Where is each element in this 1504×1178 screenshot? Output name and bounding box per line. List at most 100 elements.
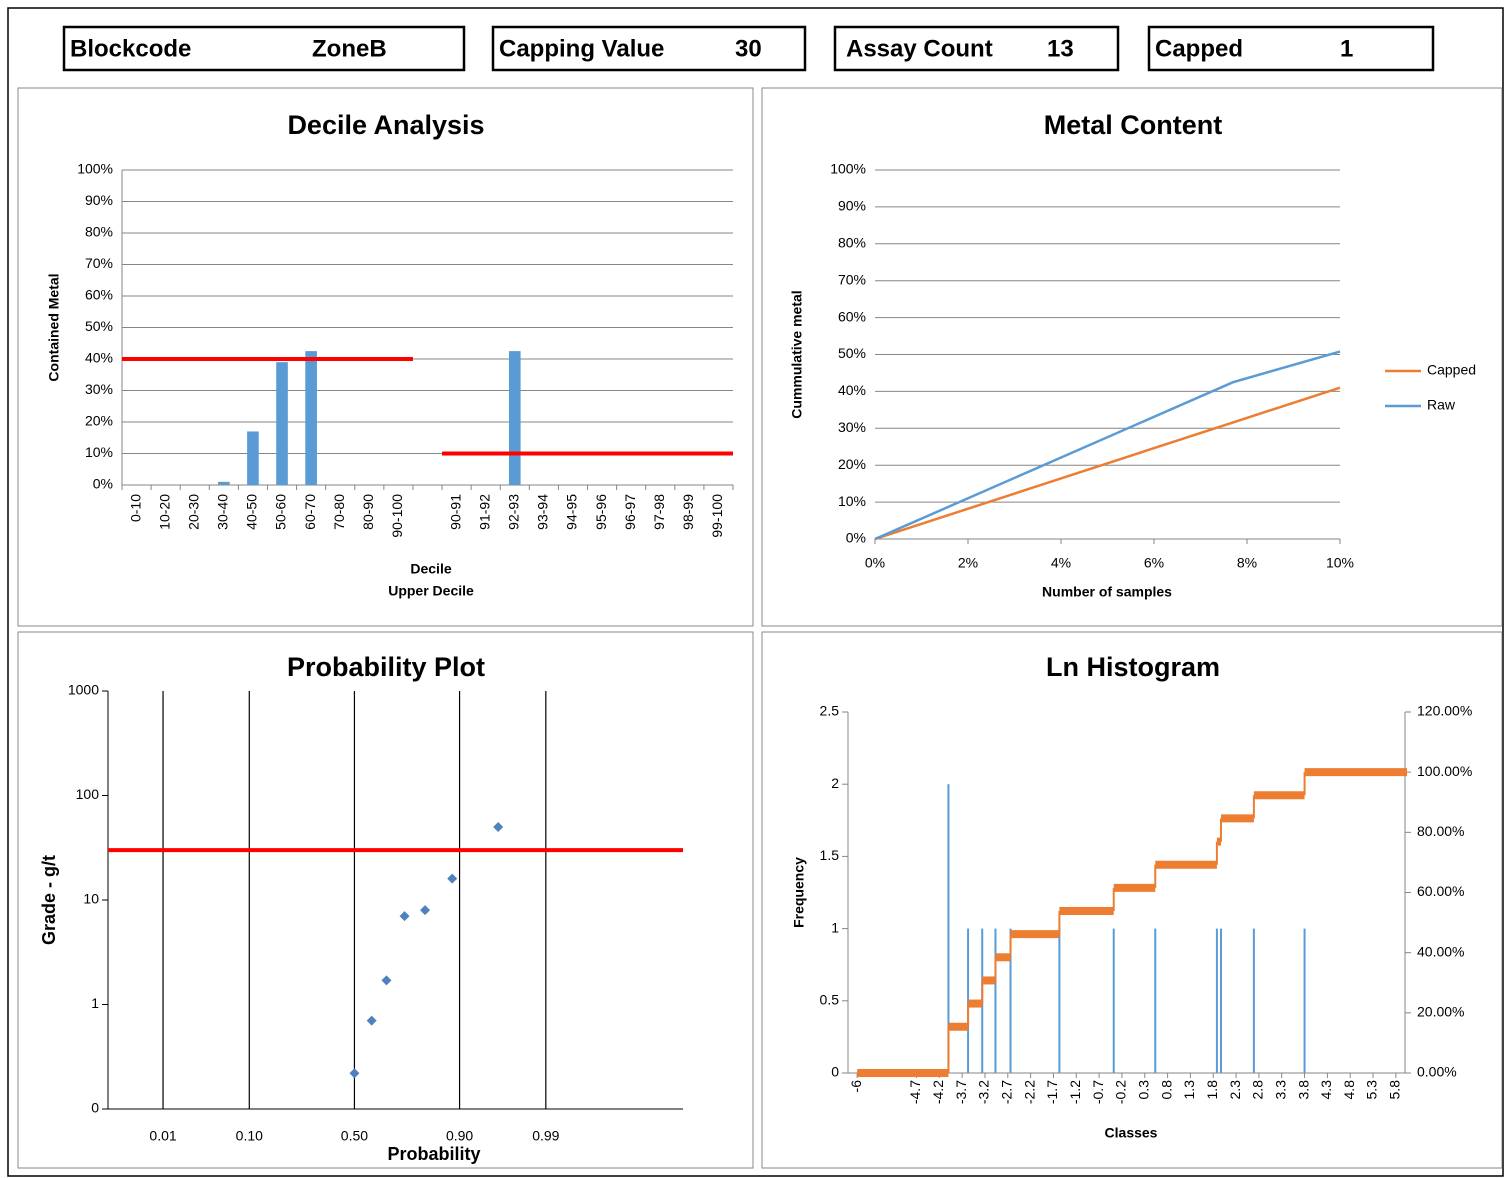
x-tick-label: -0.7	[1090, 1080, 1106, 1104]
y-tick-label: 2.5	[820, 703, 840, 719]
y-tick-label: 0	[831, 1064, 839, 1080]
x-tick-label: 6%	[1144, 555, 1164, 571]
x-tick-label: 30-40	[215, 494, 231, 530]
frequency-bar	[994, 928, 997, 1073]
bar	[247, 431, 259, 485]
y-tick-label: 90%	[85, 192, 113, 208]
frequency-bar	[1112, 928, 1115, 1073]
x-tick-label: 10%	[1326, 555, 1354, 571]
x-tick-label: -1.7	[1044, 1080, 1060, 1104]
chart-panel	[17, 631, 754, 1169]
x-tick-label: -0.2	[1113, 1080, 1129, 1104]
y-tick-label: 20%	[85, 413, 113, 429]
bar	[276, 362, 288, 485]
x-tick-label: -6	[848, 1080, 864, 1093]
y-tick-label: 10%	[85, 444, 113, 460]
point	[420, 905, 431, 916]
x-tick-label: -4.7	[907, 1080, 923, 1104]
header-value: ZoneB	[312, 35, 387, 62]
frequency-bar	[1154, 928, 1157, 1073]
x-tick-label: -4.2	[930, 1080, 946, 1104]
chart-panel	[761, 87, 1503, 627]
y-tick-label: 60%	[85, 287, 113, 303]
point	[349, 1068, 360, 1079]
x-tick-label: 60-70	[302, 494, 318, 530]
x-tick-label: 4%	[1051, 555, 1071, 571]
point	[447, 873, 458, 884]
x-tick-label: -3.2	[976, 1080, 992, 1104]
x-tick-label: 50-60	[273, 494, 289, 530]
y-axis-label: Contained Metal	[46, 273, 62, 381]
y-tick-label: 50%	[838, 345, 866, 361]
header-label: Assay Count	[846, 35, 993, 62]
frequency-bar	[1303, 928, 1306, 1073]
y-tick-label: 1	[831, 919, 839, 935]
header-box	[491, 25, 807, 72]
x-tick-label: 10-20	[156, 494, 172, 530]
x-tick-label: 0.8	[1158, 1080, 1174, 1100]
y-axis-label: Grade - g/t	[39, 855, 59, 945]
y-tick-label: 0	[91, 1100, 99, 1116]
x-tick-label: 96-97	[622, 494, 638, 530]
y-tick-label: 70%	[85, 255, 113, 271]
y-tick-label: 100%	[77, 161, 113, 177]
y-tick-label: 50%	[85, 318, 113, 334]
x-tick-label: 2.8	[1250, 1080, 1266, 1100]
x-tick-label: 90-91	[447, 494, 463, 530]
y-axis-label: Cummulative metal	[789, 290, 805, 418]
x-tick-label: 4.8	[1341, 1080, 1357, 1100]
x-tick-label: 91-92	[476, 494, 492, 530]
x-axis-label: Classes	[1105, 1125, 1158, 1141]
y-tick-label: 10%	[838, 493, 866, 509]
x-tick-label: 99-100	[709, 494, 725, 538]
y-tick-label: 100%	[830, 161, 866, 177]
x-tick-label: 80-90	[360, 494, 376, 530]
y-tick-label: 80%	[85, 224, 113, 240]
y-tick-label: 0%	[93, 476, 113, 492]
y-tick-label: 1	[91, 995, 99, 1011]
x-tick-label: 1.8	[1204, 1080, 1220, 1100]
header-label: Blockcode	[70, 35, 191, 62]
x-tick-label: 95-96	[593, 494, 609, 530]
header-value: 1	[1340, 35, 1353, 62]
frequency-bar	[1009, 928, 1012, 1073]
legend-label: Capped	[1427, 362, 1476, 378]
frequency-bar	[1220, 928, 1223, 1073]
x-tick-label: 5.3	[1364, 1080, 1380, 1100]
y2-tick-label: 120.00%	[1417, 703, 1472, 719]
x-axis-label: Probability	[387, 1144, 480, 1164]
frequency-bar	[947, 784, 950, 1073]
x-tick-label: 0.99	[532, 1128, 559, 1144]
x-tick-label: 8%	[1237, 555, 1257, 571]
y-tick-label: 2	[831, 775, 839, 791]
y-tick-label: 30%	[85, 381, 113, 397]
y2-tick-label: 40.00%	[1417, 943, 1464, 959]
x-tick-label: -3.7	[953, 1080, 969, 1104]
x-tick-label: 40-50	[244, 494, 260, 530]
frequency-bar	[1215, 928, 1218, 1073]
x-tick-label: 20-30	[185, 494, 201, 530]
x-tick-label: -1.2	[1067, 1080, 1083, 1104]
bar	[508, 351, 521, 485]
y-tick-label: 0%	[846, 530, 866, 546]
x-tick-label: 2.3	[1227, 1080, 1243, 1100]
x-tick-label: 1.3	[1181, 1080, 1197, 1100]
x-tick-label: 5.8	[1387, 1080, 1403, 1100]
chart-title: Metal Content	[1044, 110, 1223, 140]
y2-tick-label: 80.00%	[1417, 823, 1464, 839]
header-box	[833, 25, 1120, 72]
x-tick-label: 93-94	[535, 494, 551, 530]
x-tick-label: 0.01	[149, 1128, 176, 1144]
x-tick-label: 0-10	[127, 494, 143, 522]
y-tick-label: 20%	[838, 456, 866, 472]
header-box	[62, 25, 466, 72]
x-tick-label: 94-95	[564, 494, 580, 530]
y2-tick-label: 100.00%	[1417, 763, 1472, 779]
y-tick-label: 40%	[838, 382, 866, 398]
x-tick-label: 0.10	[236, 1128, 263, 1144]
header-value: 30	[735, 35, 762, 62]
y-tick-label: 1000	[68, 682, 99, 698]
x-tick-label: -2.2	[1021, 1080, 1037, 1104]
